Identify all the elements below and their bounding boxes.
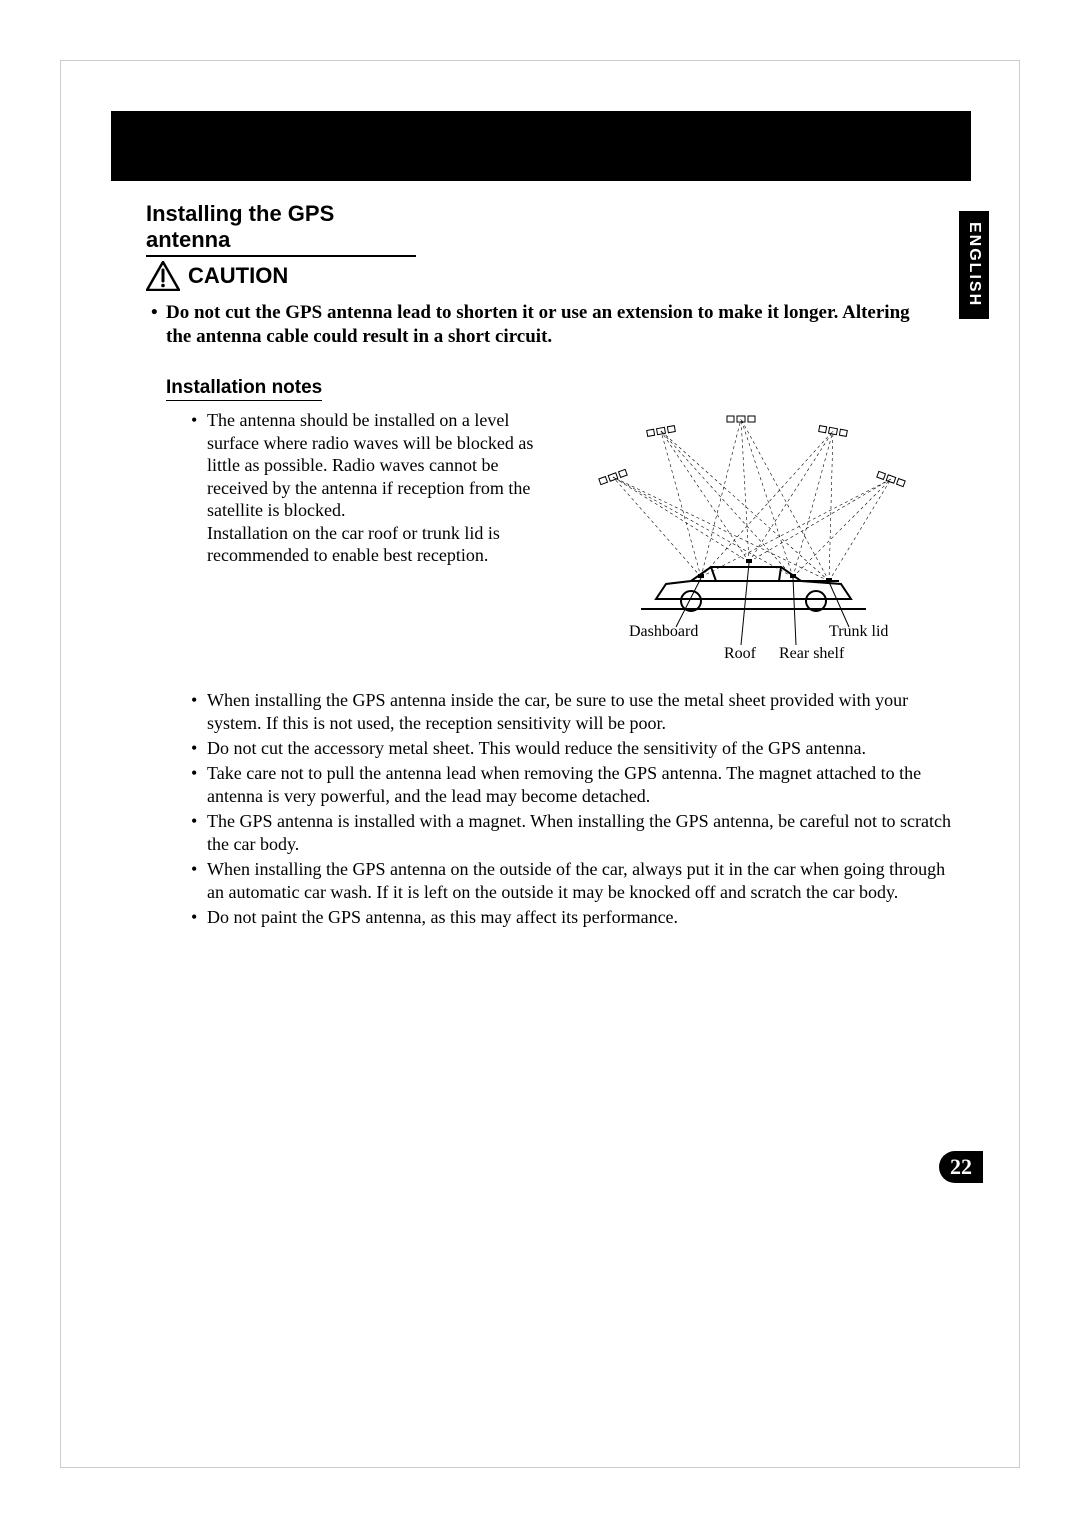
page-number: 22 (939, 1151, 983, 1183)
caution-text: Do not cut the GPS antenna lead to short… (166, 302, 910, 347)
language-tab: ENGLISH (959, 211, 989, 319)
caution-body: • Do not cut the GPS antenna lead to sho… (166, 301, 926, 349)
diagram-label-dashboard: Dashboard (629, 623, 698, 641)
diagram-label-roof: Roof (724, 645, 756, 663)
install-notes-block: • The antenna should be installed on a l… (191, 409, 551, 567)
bullet-icon: • (151, 301, 158, 325)
list-item: When installing the GPS antenna inside t… (207, 690, 908, 733)
caution-heading: CAUTION (146, 261, 288, 291)
install-note-1: The antenna should be installed on a lev… (207, 410, 533, 520)
install-notes-heading: Installation notes (166, 377, 322, 401)
bullet-icon: • (191, 810, 197, 833)
page-frame: Installing the GPS antenna ENGLISH CAUTI… (60, 60, 1020, 1468)
diagram-label-trunk-lid: Trunk lid (829, 623, 888, 641)
list-item: Take care not to pull the antenna lead w… (207, 763, 921, 806)
bullet-icon: • (191, 762, 197, 785)
section-title: Installing the GPS antenna (146, 201, 416, 257)
warning-icon (146, 261, 180, 291)
bullet-icon: • (191, 409, 197, 432)
list-item: Do not paint the GPS antenna, as this ma… (207, 907, 678, 927)
lower-bullet-list: • When installing the GPS antenna inside … (191, 689, 951, 931)
bullet-icon: • (191, 906, 197, 929)
list-item: Do not cut the accessory metal sheet. Th… (207, 738, 866, 758)
diagram-label-rear-shelf: Rear shelf (779, 645, 844, 663)
antenna-diagram: Dashboard Roof Rear shelf Trunk lid (571, 409, 931, 669)
bullet-icon: • (191, 689, 197, 712)
bullet-icon: • (191, 737, 197, 760)
install-note-2: Installation on the car roof or trunk li… (207, 523, 500, 566)
header-bar (111, 111, 971, 181)
list-item: The GPS antenna is installed with a magn… (207, 811, 951, 854)
caution-label: CAUTION (188, 263, 288, 289)
bullet-icon: • (191, 858, 197, 881)
list-item: When installing the GPS antenna on the o… (207, 859, 945, 902)
